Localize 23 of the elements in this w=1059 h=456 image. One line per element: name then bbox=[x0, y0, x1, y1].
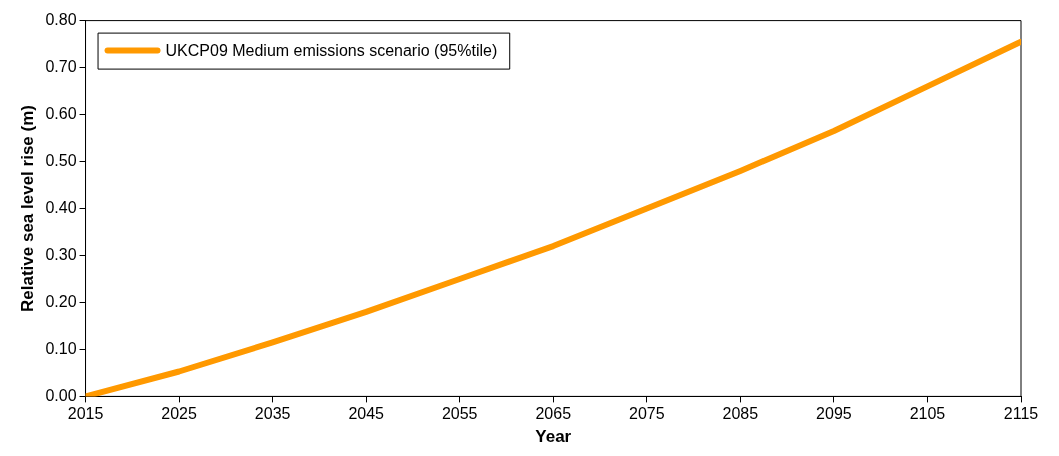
y-tick-label: 0.30 bbox=[45, 245, 77, 263]
x-axis-title: Year bbox=[535, 427, 572, 447]
y-tick-label: 0.70 bbox=[45, 57, 77, 75]
y-tick-label: 0.60 bbox=[45, 104, 77, 122]
x-tick-label: 2105 bbox=[909, 405, 946, 423]
x-tick-label: 2045 bbox=[348, 405, 385, 423]
x-tick-label: 2035 bbox=[254, 405, 291, 423]
x-tick-label: 2015 bbox=[67, 405, 104, 423]
x-tick-label: 2065 bbox=[535, 405, 572, 423]
x-tick-label: 2115 bbox=[1003, 405, 1039, 423]
x-tick-label: 2075 bbox=[629, 405, 665, 423]
y-tick-label: 0.50 bbox=[45, 151, 77, 169]
y-axis-title: Relative sea level rise (m) bbox=[17, 105, 37, 312]
x-tick-label: 2085 bbox=[722, 405, 759, 423]
x-tick-label: 2025 bbox=[161, 405, 197, 423]
x-tick-label: 2055 bbox=[441, 405, 478, 423]
y-tick-label: 0.20 bbox=[45, 292, 77, 310]
legend-label: UKCP09 Medium emissions scenario (95%tile) bbox=[165, 42, 498, 60]
y-tick-label: 0.80 bbox=[45, 11, 77, 29]
y-tick-label: 0.10 bbox=[45, 339, 77, 357]
x-tick-label: 2095 bbox=[816, 405, 852, 423]
y-tick-label: 0.00 bbox=[45, 386, 77, 404]
y-tick-label: 0.40 bbox=[45, 198, 77, 216]
